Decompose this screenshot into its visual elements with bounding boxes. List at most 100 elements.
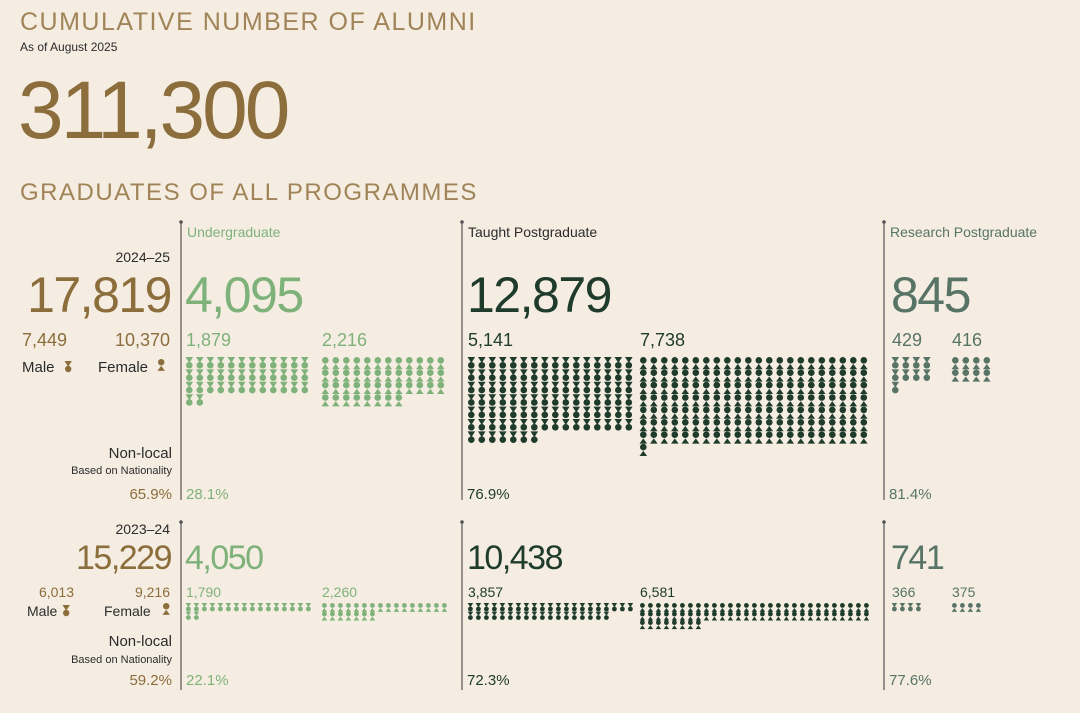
icon-head (720, 611, 725, 617)
icon-head (437, 381, 445, 389)
icon-body (679, 616, 686, 621)
icon-body (759, 608, 766, 612)
icon-head (520, 361, 528, 369)
icon-body (627, 603, 634, 608)
icon-body (185, 357, 194, 363)
icon-body (593, 369, 602, 376)
icon-body (671, 608, 678, 612)
icon-head (800, 603, 805, 608)
icon-body (687, 625, 694, 630)
icon-head (489, 411, 496, 419)
icon-body (241, 603, 248, 608)
icon-head (186, 361, 193, 369)
icon-head (395, 357, 403, 364)
icon-body (217, 381, 225, 388)
icon-body (695, 616, 702, 621)
icon-head (671, 394, 679, 401)
icon-head (682, 406, 689, 414)
male-count: 6,013 (39, 584, 74, 600)
icon-body (280, 357, 288, 363)
male-label: Male (22, 359, 55, 376)
icon-head (818, 419, 826, 426)
icon-body (395, 363, 403, 370)
icon-body (692, 438, 700, 444)
icon-head (682, 369, 689, 377)
icon-head (672, 611, 677, 617)
icon-body (562, 381, 570, 388)
icon-body (734, 376, 742, 382)
icon-body (238, 357, 246, 363)
icon-head (713, 394, 721, 401)
icon-body (238, 369, 246, 376)
icon-body (509, 357, 518, 363)
icon-body (562, 357, 570, 363)
icon-body (818, 388, 826, 395)
icon-head (259, 386, 267, 394)
icon-body (301, 357, 309, 363)
icon-head (406, 369, 413, 377)
icon-body (849, 413, 858, 419)
icon-head (625, 423, 633, 431)
icon-body (520, 357, 528, 363)
programme-total: 4,095 (185, 267, 303, 323)
icon-body (385, 608, 392, 612)
icon-head (510, 386, 517, 394)
icon-head (734, 431, 742, 439)
icon-head (625, 399, 633, 406)
icon-body (818, 413, 826, 419)
icon-head (562, 399, 570, 406)
icon-head (745, 406, 752, 414)
icon-head (625, 361, 633, 369)
icon-head (258, 606, 263, 612)
icon-body (345, 616, 352, 621)
icon-head (291, 374, 298, 381)
female-count: 6,581 (640, 584, 675, 600)
icon-head (923, 361, 931, 369)
icon-head (800, 611, 805, 617)
icon-head (552, 386, 559, 394)
icon-head (343, 394, 350, 401)
icon-head (499, 361, 507, 369)
icon-body (799, 608, 806, 612)
icon-head (808, 369, 815, 377)
icon-body (217, 369, 225, 376)
icon-head (755, 394, 763, 401)
icon-head (962, 369, 970, 377)
icon-body (695, 608, 702, 612)
icon-head (395, 381, 403, 389)
icon-head (829, 357, 836, 364)
icon-body (509, 419, 518, 425)
icon-body (639, 438, 648, 444)
icon-body (972, 363, 981, 370)
icon-body (530, 381, 539, 388)
icon-body (687, 608, 694, 612)
icon-head (829, 431, 836, 439)
icon-body (614, 381, 623, 388)
icon-head (650, 419, 658, 426)
icon-body (839, 413, 847, 419)
icon-body (915, 603, 922, 608)
icon-body (786, 413, 795, 419)
icon-head (755, 381, 763, 389)
icon-head (394, 603, 399, 608)
icon-head (541, 386, 549, 394)
icon-head (973, 357, 980, 364)
icon-body (639, 388, 648, 395)
icon-body (488, 381, 497, 388)
icon-body (437, 388, 445, 395)
icon-head (385, 394, 392, 401)
icon-body (217, 603, 224, 608)
icon-head (196, 399, 204, 406)
icon-body (290, 369, 299, 376)
icon-body (332, 376, 340, 382)
icon-body (353, 616, 360, 621)
icon-body (723, 413, 732, 419)
icon-body (321, 608, 328, 612)
icon-body (467, 381, 476, 388)
icon-head (656, 620, 661, 625)
icon-body (983, 363, 991, 370)
icon-body (702, 438, 711, 444)
icon-head (346, 611, 351, 617)
icon-head (476, 606, 481, 612)
icon-body (807, 608, 814, 612)
